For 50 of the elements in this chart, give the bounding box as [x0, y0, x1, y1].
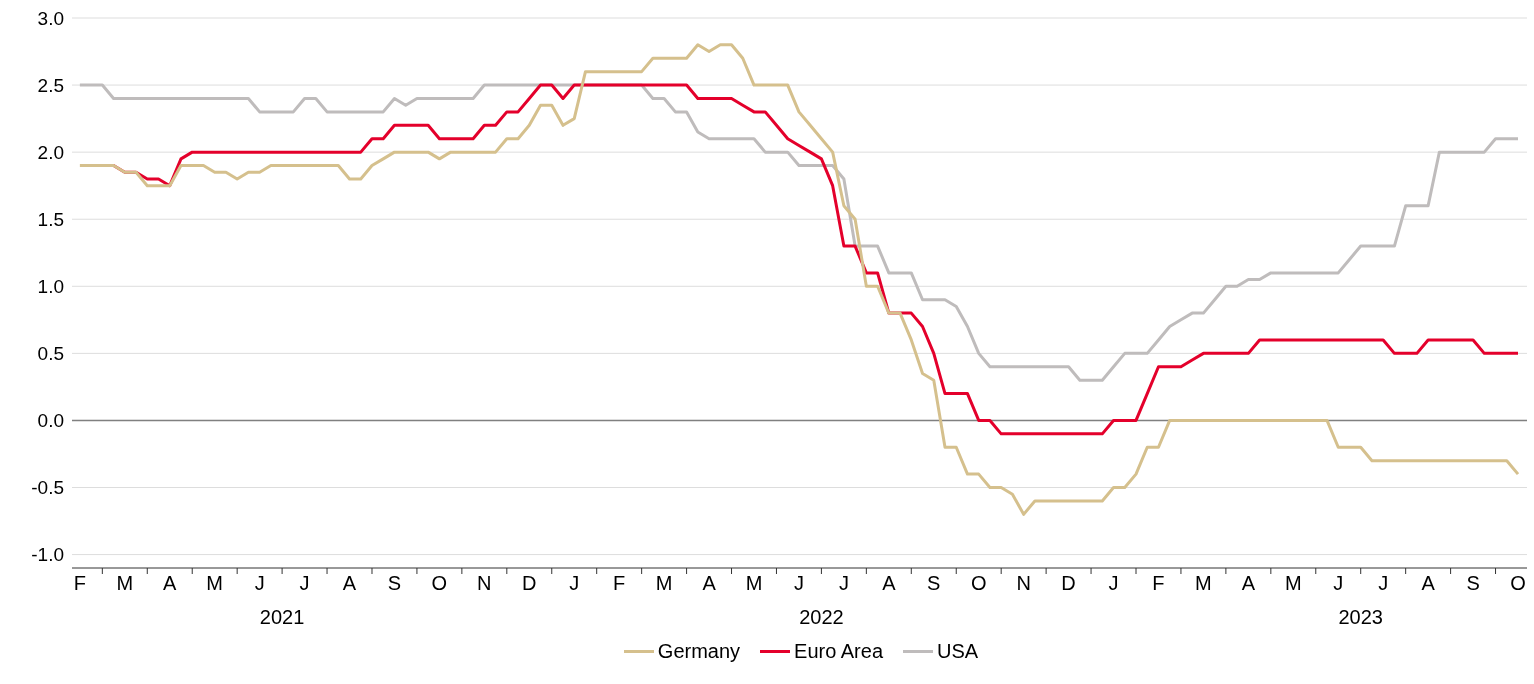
x-tick-label: M: [116, 572, 134, 594]
y-tick-label: 3.0: [37, 7, 64, 29]
x-tick-label: A: [163, 572, 178, 594]
x-tick-label: A: [882, 572, 897, 594]
x-tick-label: O: [1510, 572, 1526, 594]
y-tick-label: -0.5: [31, 477, 64, 499]
line-series: [78, 83, 1520, 382]
x-tick-label: A: [1421, 572, 1436, 594]
x-tick-label: M: [206, 572, 224, 594]
x-tick-label: J: [1333, 572, 1344, 594]
x-tick-label: O: [431, 572, 448, 594]
x-tick-label: N: [1016, 572, 1031, 594]
x-tick-label: S: [1466, 572, 1480, 594]
x-tick-label: J: [793, 572, 804, 594]
x-tick-label: F: [73, 572, 86, 594]
x-tick-label: O: [970, 572, 987, 594]
text: 2023: [1338, 606, 1383, 628]
x-tick-label: J: [1108, 572, 1119, 594]
x-tick-label: A: [702, 572, 717, 594]
x-tick-label: J: [838, 572, 849, 594]
x-tick-label: M: [745, 572, 763, 594]
x-tick-label: A: [342, 572, 357, 594]
x-tick-label: J: [569, 572, 580, 594]
x-tick-label: S: [927, 572, 941, 594]
x-tick-label: M: [1195, 572, 1212, 594]
x-tick-label: M: [655, 572, 673, 594]
x-tick-label: F: [613, 572, 626, 594]
x-tick-label: F: [1152, 572, 1165, 594]
y-tick-label: 0.5: [37, 343, 64, 365]
x-tick-label: J: [299, 572, 310, 594]
x-tick-label: M: [1284, 572, 1302, 594]
y-tick-label: 1.5: [37, 208, 64, 230]
x-tick-label: J: [1378, 572, 1389, 594]
x-tick-label: D: [1061, 572, 1076, 594]
legend-label: Euro Area: [794, 640, 884, 663]
x-tick-label: S: [387, 572, 402, 594]
text: 2022: [799, 606, 844, 628]
x-tick-label: N: [477, 572, 492, 594]
text: 2021: [259, 606, 305, 628]
y-tick-label: 2.0: [37, 141, 64, 163]
y-tick-label: 1.0: [37, 276, 64, 298]
y-tick-label: 0.0: [37, 410, 64, 432]
legend-label: Germany: [657, 640, 741, 663]
x-tick-label: D: [522, 572, 537, 594]
legend-label: USA: [937, 640, 979, 663]
x-tick-label: A: [1241, 572, 1256, 594]
line-series: [78, 43, 1520, 516]
x-tick-label: J: [254, 572, 265, 594]
y-tick-label: -1.0: [31, 544, 64, 566]
y-tick-label: 2.5: [37, 74, 64, 96]
